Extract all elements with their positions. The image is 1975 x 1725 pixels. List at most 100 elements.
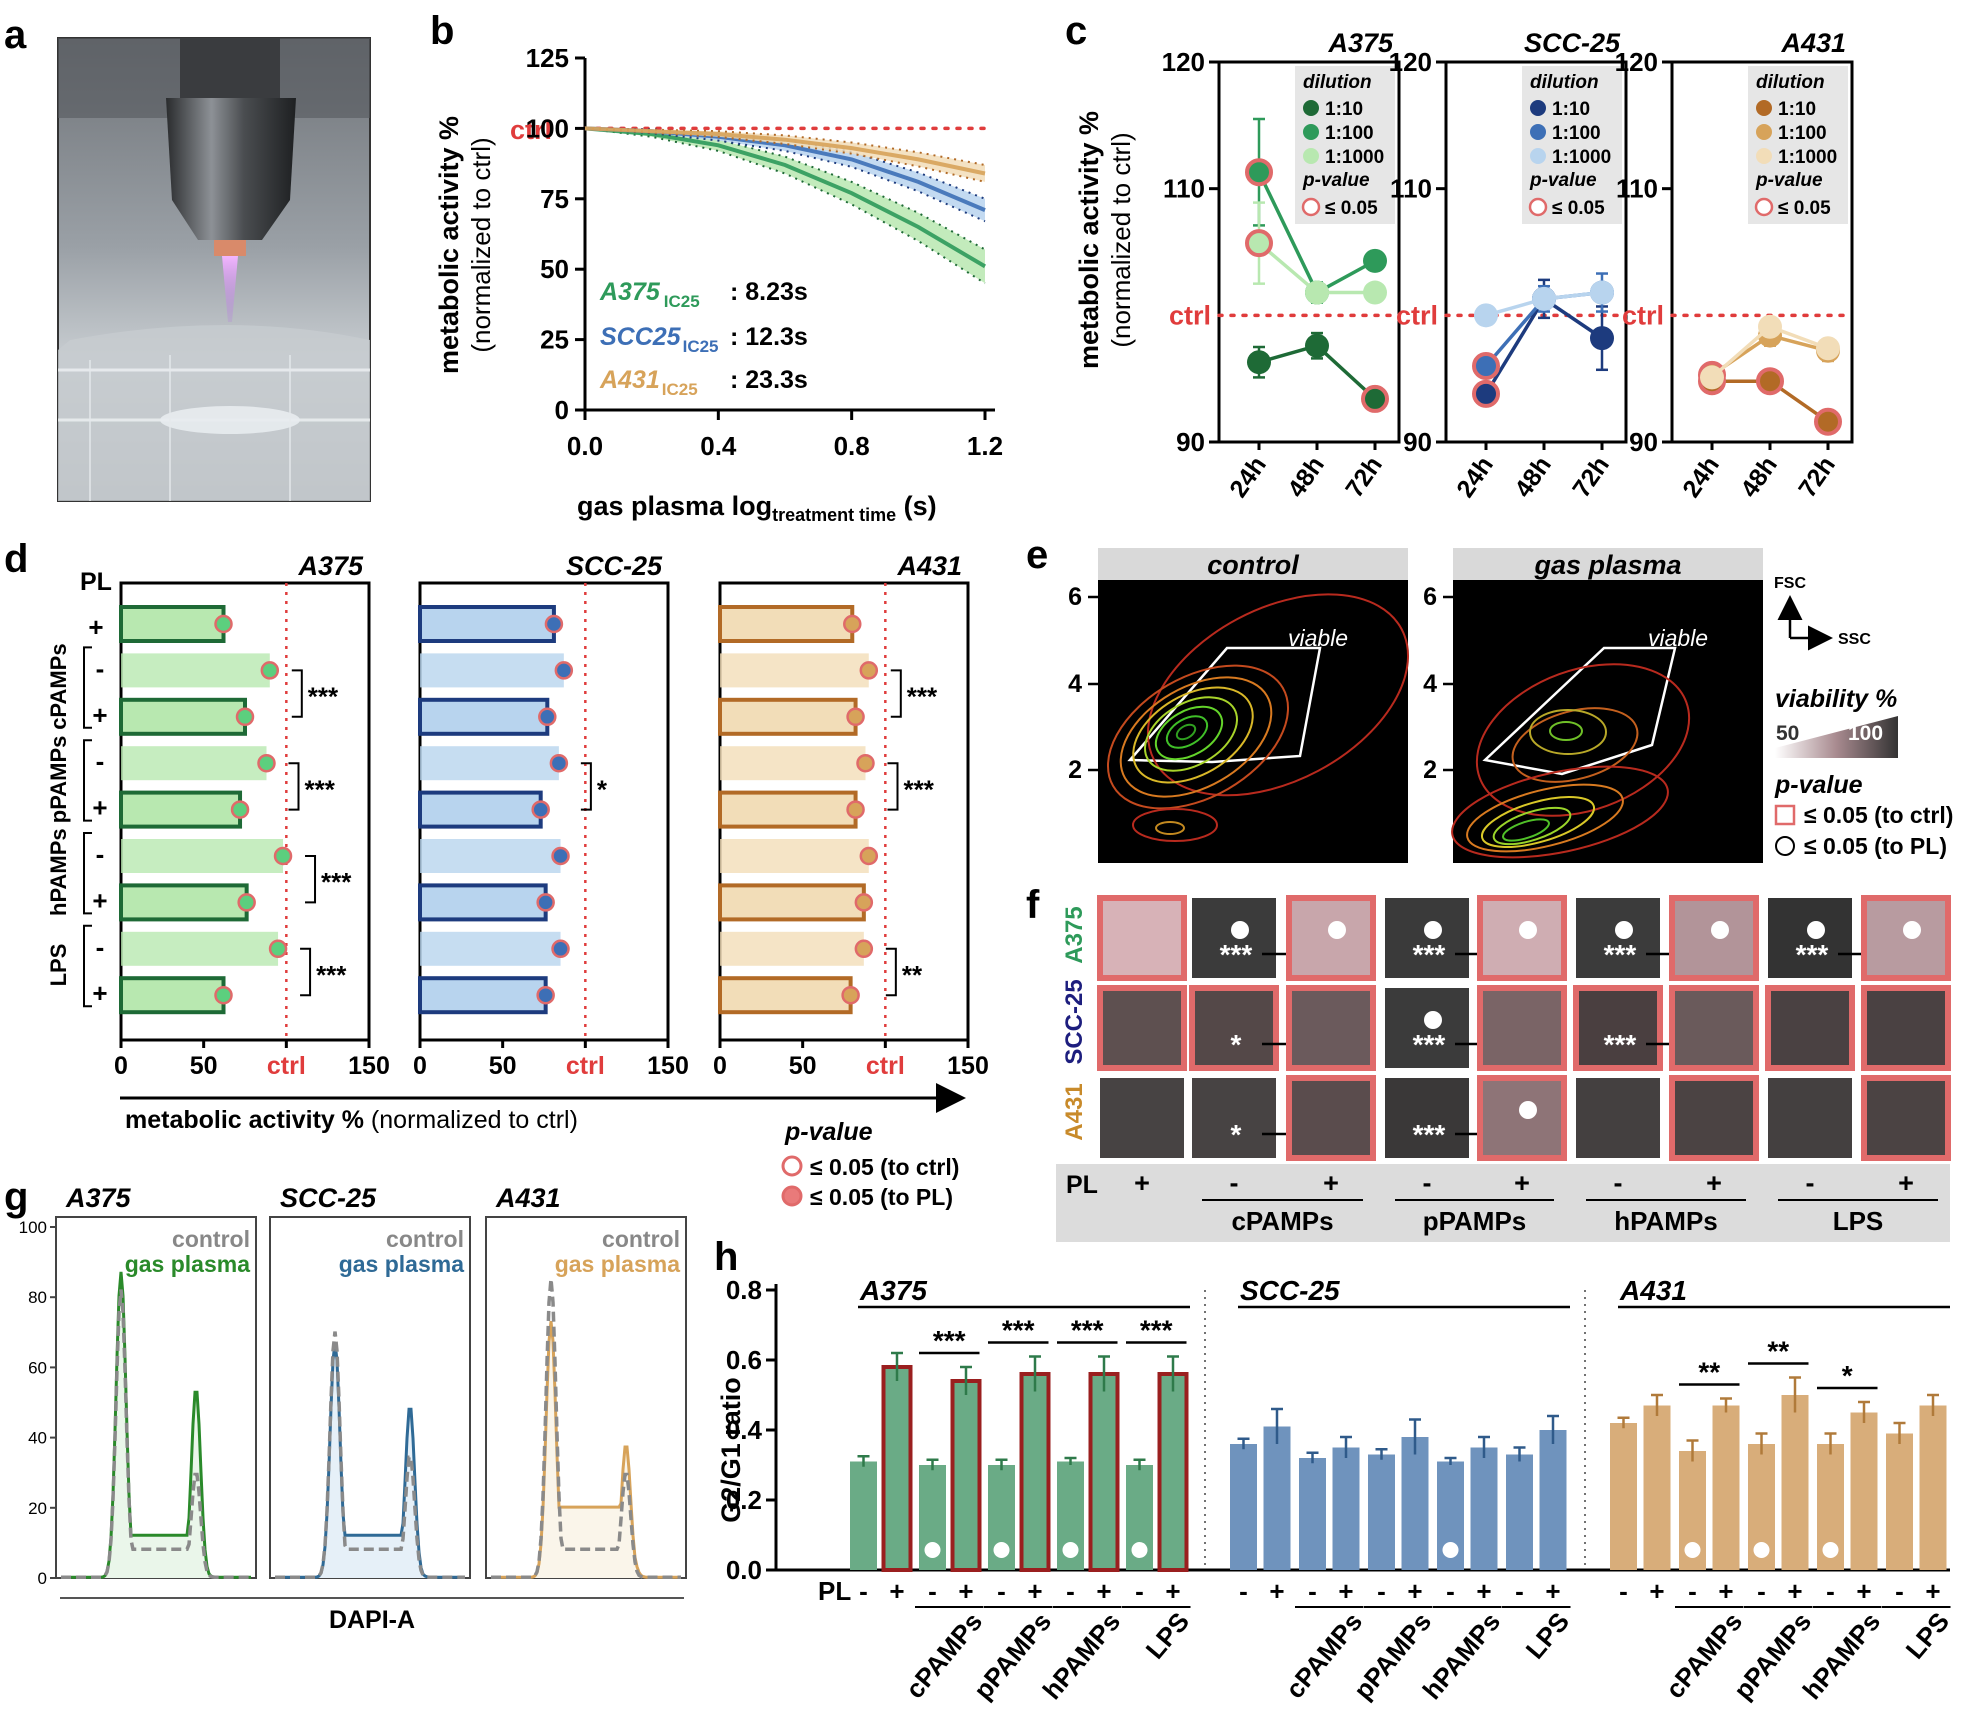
c-point (1814, 407, 1842, 436)
f-cell (1669, 1075, 1759, 1161)
c-ylabel-1: metabolic activity % (1074, 111, 1104, 369)
d-sig-stars: *** (321, 867, 352, 897)
d-bar-point (843, 614, 862, 634)
c-ytick-label: 90 (1629, 427, 1658, 457)
c-xtick-label: 24h (1224, 451, 1272, 502)
e-viability-title: viability % (1775, 685, 1897, 713)
c-legend-entry: 1:100 (1778, 123, 1827, 144)
h-x-sign: - (1619, 1576, 1628, 1606)
g-legend-plasma: gas plasma (125, 1251, 250, 1277)
e-title-gasplasma: gas plasma (1533, 550, 1681, 580)
d-bar-point (538, 707, 557, 727)
h-sig-stars: *** (1140, 1315, 1173, 1346)
h-x-sign: - (1826, 1576, 1835, 1606)
h-sig-stars: *** (933, 1325, 966, 1356)
d-group-label: hPAMPs (46, 828, 71, 916)
d-sig-stars: *** (316, 960, 347, 990)
h-x-sign: + (1096, 1576, 1111, 1606)
c-point (1247, 350, 1271, 375)
e-pvalue-ctrl-marker (1774, 804, 1796, 826)
b-ylabel-1: metabolic activity % (434, 116, 464, 374)
b-ic25-list: A375 IC25 : 8.23s SCC25 IC25 : 12.3s A431 I… (599, 278, 808, 399)
c-xtick-label: 24h (1677, 451, 1725, 502)
h-bar (950, 1379, 982, 1572)
d-group-bracket (83, 832, 92, 915)
h-bar-dot (1822, 1542, 1839, 1558)
e-gate-label-control: viable (1288, 625, 1348, 651)
d-bar (121, 931, 279, 966)
panel-label-d: d (4, 537, 28, 581)
d-sig-bracket (580, 762, 592, 811)
d-group-bracket (83, 646, 92, 729)
d-bar (718, 976, 853, 1015)
c-pvalue-title: p-value (1755, 170, 1823, 191)
f-cell (1477, 895, 1567, 981)
h-bar (1368, 1454, 1395, 1570)
g-control-curve (275, 1331, 465, 1580)
d-bar-point (235, 707, 255, 727)
d-bar (718, 790, 858, 829)
d-bar-point (230, 800, 250, 819)
f-cell-dot (1615, 921, 1633, 939)
h-bar-dot (993, 1542, 1010, 1558)
f-cell-dot (1711, 921, 1729, 939)
g-legend-control: control (386, 1226, 464, 1252)
g-legend-control: control (602, 1226, 680, 1252)
h-x-sign: - (1308, 1576, 1317, 1606)
d-bar-point (536, 893, 555, 912)
c-point (1472, 352, 1500, 380)
f-cell (1100, 1078, 1184, 1158)
d-xtick-label: ctrl (267, 1052, 306, 1080)
e-pvalue-ctrl: ≤ 0.05 (to ctrl) (1804, 802, 1953, 828)
d-xtick-label: 50 (190, 1052, 218, 1080)
h-ylabel: G2/G1 ratio (716, 1377, 746, 1523)
b-series-lower-A375 (584, 127, 986, 285)
b-xlabel: gas plasma logtreatment time (s) (577, 491, 937, 525)
g-ytick-label: 60 (28, 1358, 47, 1377)
d-row-sign: - (96, 839, 105, 869)
f-group-label: cPAMPs (1231, 1206, 1333, 1236)
b-ylabel-2: (normalized to ctrl) (466, 137, 496, 352)
f-cell (1192, 1078, 1276, 1158)
g-title: A375 (65, 1183, 132, 1213)
e-legend: viability % 50 100 p-value ≤ 0.05 (to ct… (1774, 685, 1953, 859)
d-panel-A431: A431********0 50 ctrl 150 (713, 551, 989, 1080)
d-bar (420, 839, 561, 873)
c-ytick-label: 120 (1389, 47, 1432, 77)
c-point (1590, 280, 1614, 305)
h-x-sign: + (889, 1576, 904, 1606)
h-x-sign: + (1545, 1576, 1560, 1606)
b-ytick-label: 125 (526, 43, 569, 73)
f-cell (1286, 985, 1376, 1071)
f-cell (1861, 895, 1951, 981)
b-ic25-a375-name: A375 IC25 (599, 278, 700, 311)
f-cell-stars: *** (1413, 1029, 1446, 1060)
e-ytick-control-6: 6 (1068, 583, 1082, 611)
h-x-sign: + (958, 1576, 973, 1606)
d-sig-stars: * (597, 774, 608, 804)
b-ic25-a431-value: : 23.3s (730, 366, 808, 394)
c-legend-marker (1756, 124, 1772, 140)
panel-b-chart: ctrl 0 25 50 75 100 125 0.0 0.4 0.8 1.2 metaboli… (434, 43, 1003, 525)
g-legend-control: control (172, 1226, 250, 1252)
d-panel-A375: A375 *** *** *** *** 0 50 ctrl 150 (114, 551, 390, 1080)
panel-label-c: c (1065, 9, 1087, 53)
f-heatmap: *** *** *** **** *** **** *** A375 SCC-25 A431… (1056, 894, 1951, 1242)
f-cell (1573, 985, 1663, 1071)
d-sig-bracket (291, 669, 303, 718)
c-point (1700, 365, 1724, 390)
f-row-label-a431: A431 (1061, 1083, 1088, 1140)
c-legend-marker (1303, 100, 1319, 116)
g-plasma-fill (491, 1321, 681, 1578)
f-cell (1189, 985, 1279, 1071)
c-ytick-label: 110 (1616, 174, 1658, 204)
h-x-sign: - (1239, 1576, 1248, 1606)
c-ytick-label: 90 (1403, 427, 1432, 457)
f-cell (1385, 988, 1469, 1068)
f-cell (1861, 985, 1951, 1071)
c-frame (1670, 60, 1854, 444)
f-cell (1576, 1078, 1660, 1158)
d-title: A431 (896, 551, 962, 581)
h-group-title: SCC-25 (1240, 1275, 1340, 1306)
